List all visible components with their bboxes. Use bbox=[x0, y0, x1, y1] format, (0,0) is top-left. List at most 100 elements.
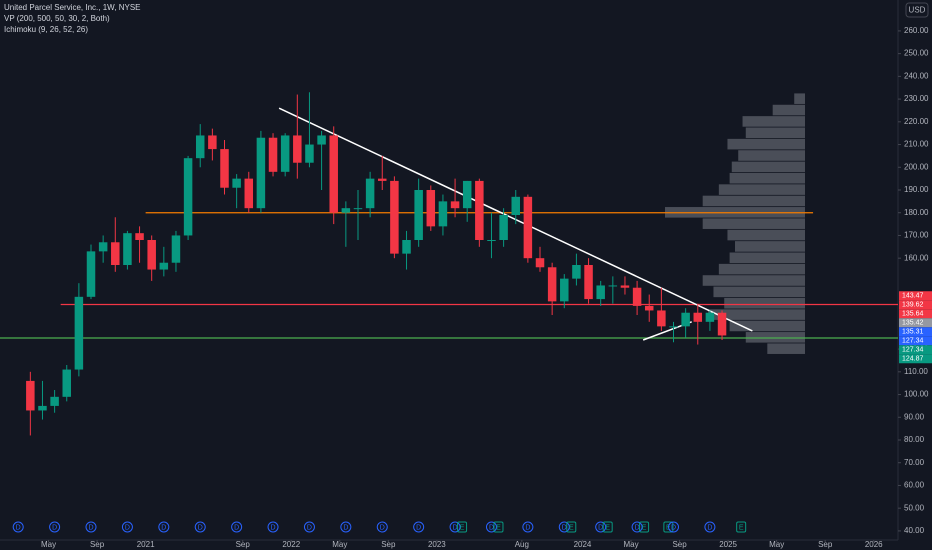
candle-body bbox=[657, 310, 666, 327]
indicator-label: Ichimoku (9, 26, 52, 26) bbox=[4, 25, 88, 34]
volume-bar bbox=[727, 229, 805, 241]
x-tick-label: Sep bbox=[818, 540, 833, 549]
candle-body bbox=[329, 135, 338, 213]
volume-bar bbox=[767, 343, 805, 354]
volume-bar bbox=[738, 150, 805, 161]
candle-body bbox=[632, 287, 642, 306]
currency-box[interactable] bbox=[905, 2, 929, 18]
candle-body bbox=[62, 369, 71, 397]
candle-body bbox=[523, 196, 533, 259]
event-marker bbox=[558, 521, 570, 533]
candle-body bbox=[159, 262, 169, 270]
y-tick-label: 250.00 bbox=[904, 49, 929, 58]
y-tick-label: 190.00 bbox=[904, 185, 929, 194]
candle-body bbox=[195, 135, 205, 159]
x-tick-label: May bbox=[332, 540, 347, 549]
event-label: D bbox=[161, 524, 166, 531]
event-label: D bbox=[671, 524, 676, 531]
event-marker bbox=[449, 521, 461, 533]
volume-bar bbox=[729, 320, 805, 332]
price-label: 127.34 bbox=[902, 338, 924, 345]
volume-bar bbox=[718, 263, 805, 275]
candle-body bbox=[305, 144, 314, 163]
price-label-box bbox=[899, 336, 932, 346]
candles bbox=[26, 92, 727, 436]
event-label: D bbox=[125, 524, 130, 531]
event-marker bbox=[493, 521, 504, 533]
candle-body bbox=[183, 158, 193, 236]
event-label: D bbox=[307, 524, 312, 531]
volume-bar bbox=[772, 104, 805, 116]
y-tick-label: 90.00 bbox=[904, 412, 925, 421]
indicator-label: VP (200, 500, 50, 30, 2, Both) bbox=[4, 14, 110, 23]
event-label: D bbox=[525, 524, 530, 531]
event-label: E bbox=[605, 524, 610, 531]
candle-body bbox=[208, 135, 217, 150]
candle-body bbox=[220, 149, 229, 188]
candle-body bbox=[293, 135, 302, 163]
candle-body bbox=[669, 326, 678, 328]
candle-body bbox=[644, 305, 654, 311]
x-tick-label: Sep bbox=[381, 540, 396, 549]
y-tick-label: 80.00 bbox=[904, 435, 925, 444]
volume-bar bbox=[702, 195, 805, 207]
price-label: 135.42 bbox=[902, 320, 924, 327]
x-tick-label: Aug bbox=[515, 540, 529, 549]
price-label: 124.87 bbox=[902, 356, 924, 363]
y-tick-label: 220.00 bbox=[904, 117, 929, 126]
candle-body bbox=[717, 312, 727, 336]
event-marker bbox=[121, 521, 133, 533]
candle-body bbox=[499, 215, 508, 240]
price-label-box bbox=[899, 327, 932, 337]
x-tick-label: 2026 bbox=[865, 540, 883, 549]
volume-bar bbox=[708, 309, 805, 320]
candle-body bbox=[50, 396, 59, 406]
y-tick-label: 180.00 bbox=[904, 208, 929, 217]
volume-bar bbox=[702, 218, 805, 229]
event-marker bbox=[158, 521, 170, 533]
event-marker bbox=[12, 521, 24, 533]
event-marker bbox=[85, 521, 97, 533]
event-marker bbox=[231, 521, 243, 533]
candle-body bbox=[547, 267, 557, 302]
event-marker bbox=[522, 521, 534, 533]
volume-bar bbox=[724, 297, 805, 309]
event-label: D bbox=[234, 524, 239, 531]
y-tick-label: 210.00 bbox=[904, 140, 929, 149]
candle-body bbox=[147, 240, 156, 270]
price-label-box bbox=[899, 300, 932, 310]
candle-body bbox=[232, 178, 241, 188]
candle-body bbox=[280, 135, 290, 172]
currency[interactable]: USD bbox=[909, 6, 926, 15]
candle-body bbox=[438, 201, 448, 227]
event-marker bbox=[663, 521, 674, 533]
candle-body bbox=[426, 190, 436, 227]
candle-body bbox=[365, 178, 375, 209]
candle-body bbox=[171, 235, 181, 263]
event-label: D bbox=[416, 524, 421, 531]
x-tick-label: May bbox=[769, 540, 784, 549]
candle-body bbox=[414, 190, 423, 240]
candle-body bbox=[111, 242, 120, 265]
candle-body bbox=[450, 201, 460, 209]
event-marker bbox=[49, 521, 61, 533]
price-label-box bbox=[899, 318, 932, 328]
volume-bar bbox=[794, 93, 805, 104]
volume-bar bbox=[731, 161, 805, 173]
candle-body bbox=[244, 178, 254, 209]
candle-body bbox=[475, 180, 484, 240]
event-marker bbox=[267, 521, 279, 533]
y-tick-label: 200.00 bbox=[904, 162, 929, 171]
candle-body bbox=[560, 278, 569, 302]
event-label: E bbox=[460, 524, 465, 531]
event-marker bbox=[376, 521, 388, 533]
event-marker bbox=[639, 521, 650, 533]
event-label: D bbox=[271, 524, 276, 531]
price-label: 139.62 bbox=[902, 302, 924, 309]
y-tick-label: 70.00 bbox=[904, 458, 925, 467]
x-tick-label: 2022 bbox=[282, 540, 300, 549]
candle-body bbox=[268, 137, 278, 172]
event-label: D bbox=[562, 524, 567, 531]
